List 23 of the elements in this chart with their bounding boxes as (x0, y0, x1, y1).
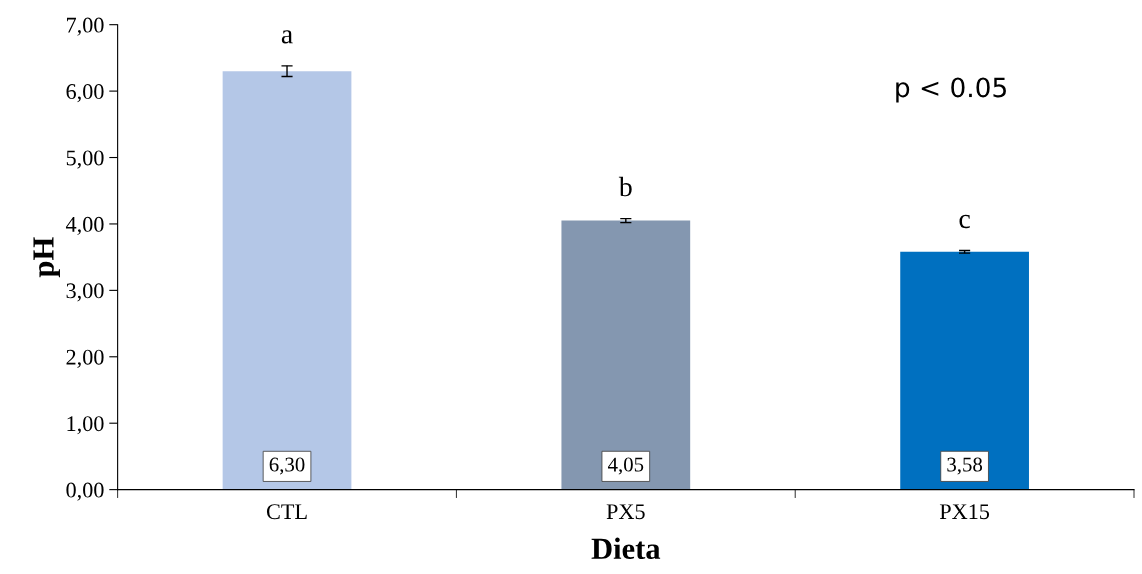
annotation: b (618, 176, 632, 197)
x-tick-label: CTL (266, 504, 307, 520)
annotation: c (959, 214, 970, 229)
bar (900, 251, 1029, 490)
data-label: 6,30 (269, 457, 305, 475)
x-axis-title: Dieta (591, 537, 661, 560)
bar (222, 71, 352, 490)
y-tick-label: 7,00 (67, 17, 104, 36)
y-tick-label: 1,00 (67, 416, 104, 435)
y-axis-title: pH (33, 237, 60, 278)
y-tick-label: 2,00 (66, 349, 104, 368)
data-label: 3,58 (947, 457, 983, 475)
y-tick-label: 6,00 (66, 84, 104, 103)
x-tick-label: PX5 (606, 504, 645, 520)
y-tick-label: 0,00 (66, 482, 104, 501)
data-label: 4,05 (607, 457, 644, 475)
y-tick-label: 5,00 (66, 150, 104, 169)
bar (561, 220, 691, 490)
y-tick-label: 4,00 (65, 216, 104, 236)
annotation: p < 0.05 (896, 77, 1006, 103)
x-tick-label: PX15 (939, 504, 990, 520)
y-tick-label: 3,00 (66, 283, 104, 302)
annotation: a (281, 30, 293, 44)
